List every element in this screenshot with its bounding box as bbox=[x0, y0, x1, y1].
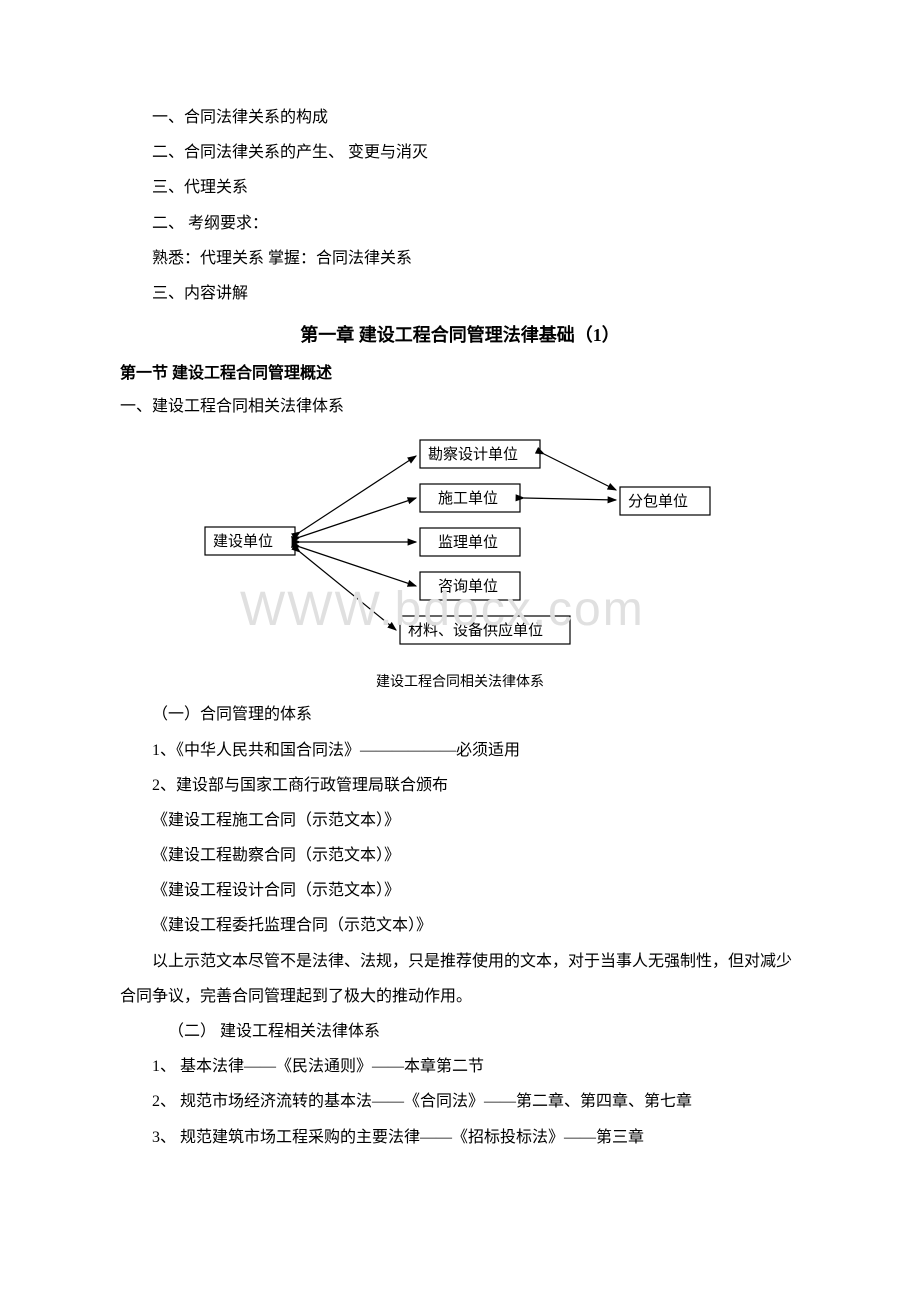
sub1-line2: 2、建设部与国家工商行政管理局联合颁布 bbox=[120, 768, 800, 803]
node-fenbao-label: 分包单位 bbox=[628, 493, 688, 510]
section-title: 第一节 建设工程合同管理概述 bbox=[120, 359, 800, 383]
outline-item-6: 三、内容讲解 bbox=[120, 276, 800, 311]
chapter-title: 第一章 建设工程合同管理法律基础（1） bbox=[120, 321, 800, 347]
sub2-line3: 3、 规范建筑市场工程采购的主要法律——《招标投标法》——第三章 bbox=[120, 1120, 800, 1155]
node-jianli-label: 监理单位 bbox=[438, 534, 498, 551]
doc3: 《建设工程设计合同（示范文本）》 bbox=[120, 873, 800, 908]
note: 以上示范文本尽管不是法律、法规，只是推荐使用的文本，对于当事人无强制性，但对减少… bbox=[120, 944, 800, 1014]
edge-kancha-fenbao bbox=[544, 454, 616, 490]
node-cailiao-label: 材料、设备供应单位 bbox=[408, 621, 543, 639]
section1-heading: 一、建设工程合同相关法律体系 bbox=[120, 389, 800, 424]
sub2-title: （二） 建设工程相关法律体系 bbox=[120, 1014, 800, 1049]
sub1-title: （一）合同管理的体系 bbox=[120, 697, 800, 732]
outline-item-4: 二、 考纲要求： bbox=[120, 206, 800, 241]
sub2-line2: 2、 规范市场经济流转的基本法——《合同法》——第二章、第四章、第七章 bbox=[120, 1084, 800, 1119]
node-zixun-label: 咨询单位 bbox=[438, 578, 498, 595]
edge-jianshe-kancha bbox=[300, 456, 416, 532]
outline-item-3: 三、代理关系 bbox=[120, 170, 800, 205]
diagram-svg: 建设单位 勘察设计单位 施工单位 监理单位 咨询单位 材料、设备供应单位 分包单… bbox=[200, 432, 720, 662]
edge-shigong-fenbao bbox=[524, 498, 616, 500]
outline-item-2: 二、合同法律关系的产生、 变更与消灭 bbox=[120, 135, 800, 170]
doc2: 《建设工程勘察合同（示范文本）》 bbox=[120, 838, 800, 873]
doc4: 《建设工程委托监理合同（示范文本）》 bbox=[120, 908, 800, 943]
doc1: 《建设工程施工合同（示范文本）》 bbox=[120, 803, 800, 838]
edge-jianshe-shigong bbox=[300, 498, 416, 537]
sub1-line1: 1、《中华人民共和国合同法》——————必须适用 bbox=[120, 733, 800, 768]
relationship-diagram: WWW.bdocx.com 建设单位 勘察设计单位 施工单位 监理单位 咨询单位… bbox=[200, 432, 720, 691]
sub2-line1: 1、 基本法律——《民法通则》——本章第二节 bbox=[120, 1049, 800, 1084]
outline-item-5: 熟悉：代理关系 掌握：合同法律关系 bbox=[120, 241, 800, 276]
diagram-caption: 建设工程合同相关法律体系 bbox=[200, 671, 720, 691]
node-shigong-label: 施工单位 bbox=[438, 490, 498, 507]
document-page: 一、合同法律关系的构成 二、合同法律关系的产生、 变更与消灭 三、代理关系 二、… bbox=[0, 0, 920, 1302]
outline-item-1: 一、合同法律关系的构成 bbox=[120, 100, 800, 135]
node-kancha-label: 勘察设计单位 bbox=[428, 445, 518, 463]
node-jianshe-label: 建设单位 bbox=[213, 533, 273, 550]
